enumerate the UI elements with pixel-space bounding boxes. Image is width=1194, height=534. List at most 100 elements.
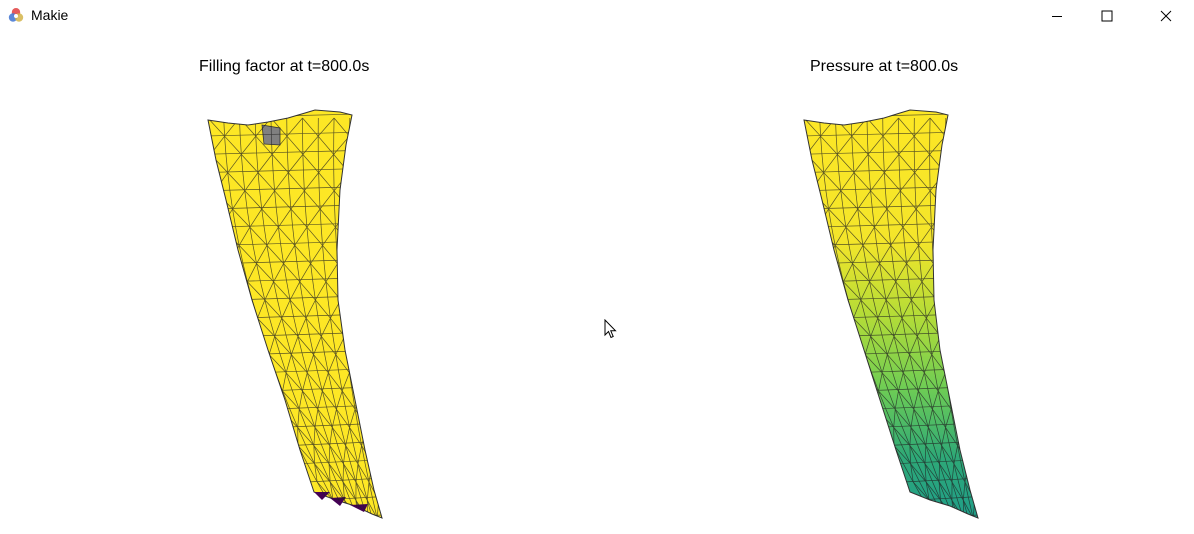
mesh-edge xyxy=(297,445,315,465)
mesh-edge xyxy=(909,354,925,374)
mesh-edge xyxy=(924,514,978,518)
mesh-edge xyxy=(285,354,292,373)
mesh-edge xyxy=(294,245,311,264)
mesh-edge xyxy=(901,317,918,337)
pressure-surface xyxy=(803,109,979,519)
mesh-edge xyxy=(249,226,268,246)
mesh-edge xyxy=(342,481,357,501)
mesh-edge xyxy=(941,427,946,446)
mesh-edge xyxy=(845,208,859,228)
maximize-icon xyxy=(1101,10,1113,21)
mesh-edge xyxy=(915,190,931,210)
mesh-edge xyxy=(357,463,370,483)
mesh-edge xyxy=(866,117,884,137)
mesh-edge xyxy=(302,390,319,410)
filling-factor-mesh xyxy=(207,109,383,519)
mesh-edge xyxy=(867,135,884,155)
mesh-edge xyxy=(834,245,853,264)
minimize-button[interactable] xyxy=(1034,0,1080,31)
mesh-edge xyxy=(927,427,942,446)
mesh-edge xyxy=(890,245,907,264)
mesh-edge xyxy=(869,281,887,301)
mesh-edge xyxy=(857,208,875,228)
mesh-edge xyxy=(895,263,907,282)
mesh-edge xyxy=(825,245,836,264)
mesh-edge xyxy=(953,445,958,464)
mesh-edge xyxy=(957,427,964,446)
filling-factor-surface xyxy=(207,109,383,519)
mesh-edge xyxy=(329,481,345,501)
mesh-edge xyxy=(877,299,887,319)
mesh-edge xyxy=(851,135,869,155)
mesh-edge xyxy=(925,481,941,501)
mesh-edge xyxy=(318,172,335,192)
mesh-edge xyxy=(847,318,854,337)
mesh-edge xyxy=(274,336,292,355)
mesh-edge xyxy=(340,281,353,301)
mesh-edge xyxy=(302,372,308,392)
mesh-edge xyxy=(337,263,353,283)
mesh-edge xyxy=(315,299,331,319)
mesh-edge xyxy=(912,481,930,501)
mesh-edge xyxy=(925,481,930,501)
mesh-edge xyxy=(282,390,300,410)
mesh-edge xyxy=(840,190,858,210)
mesh-edge xyxy=(932,408,946,428)
mesh-edge xyxy=(870,318,879,337)
mesh-edge xyxy=(927,409,933,428)
mesh-edge xyxy=(313,445,315,464)
mesh-edge xyxy=(945,427,958,446)
filling-factor-low-cell xyxy=(314,492,330,500)
mesh-edge xyxy=(913,390,919,410)
mesh-edge xyxy=(283,263,301,283)
mesh-edge xyxy=(342,481,345,501)
mesh-edge xyxy=(860,354,866,373)
mesh-edge xyxy=(940,318,952,337)
mesh-edge xyxy=(271,154,289,173)
mesh-edge xyxy=(314,427,331,446)
mesh-edge xyxy=(249,208,263,228)
mesh-edge xyxy=(341,372,350,392)
mesh-edge xyxy=(328,514,382,518)
mesh-edge xyxy=(232,190,246,210)
mesh-edge xyxy=(241,154,259,173)
mesh-edge xyxy=(294,227,308,246)
mesh-edge xyxy=(304,190,321,210)
mesh-edge xyxy=(241,135,257,155)
mesh-edge xyxy=(244,190,262,210)
mesh-edge xyxy=(886,208,904,228)
mesh-edge xyxy=(291,336,299,355)
mesh-edge xyxy=(890,227,904,246)
plot-title-filling-factor: Filling factor at t=800.0s xyxy=(199,58,370,75)
mesh-edge xyxy=(317,135,334,155)
mesh-edge xyxy=(828,208,847,228)
mesh-edge xyxy=(298,408,316,428)
mesh-edge xyxy=(940,336,955,355)
mesh-edge xyxy=(322,390,337,410)
mesh-edge xyxy=(355,481,368,501)
mesh-edge xyxy=(208,117,225,137)
title-bar[interactable]: Makie xyxy=(0,0,1194,31)
mesh-edge xyxy=(894,390,899,410)
mesh-edge xyxy=(340,299,355,319)
mesh-edge xyxy=(349,427,362,446)
mesh-edge xyxy=(921,263,934,282)
mesh-edge xyxy=(333,117,350,137)
mesh-edge xyxy=(915,208,932,228)
mesh-edge xyxy=(910,427,927,446)
mesh-edge xyxy=(329,481,334,501)
mesh-edge xyxy=(224,135,242,155)
mesh-edge xyxy=(317,408,333,428)
mesh-edge xyxy=(227,154,242,173)
mesh-edge xyxy=(879,263,897,283)
mesh-edge xyxy=(329,427,333,446)
mesh-edge xyxy=(898,390,915,410)
mesh-edge xyxy=(924,354,933,373)
close-button[interactable] xyxy=(1143,0,1189,31)
mesh-edge xyxy=(341,390,356,410)
mesh-edge xyxy=(898,117,915,137)
maximize-button[interactable] xyxy=(1084,0,1130,31)
mesh-edge xyxy=(366,500,378,518)
mesh-edge xyxy=(315,281,327,301)
